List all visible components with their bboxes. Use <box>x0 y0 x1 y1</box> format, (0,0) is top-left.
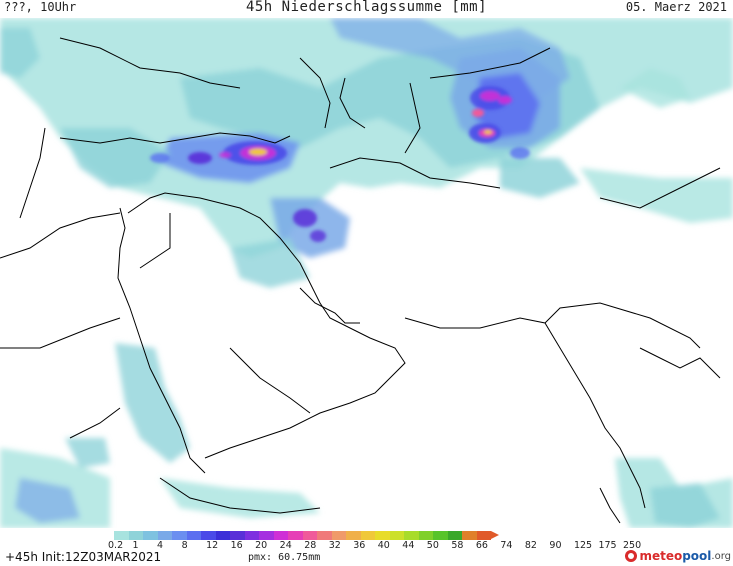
colorbar-tick-label: 20 <box>255 540 268 551</box>
colorbar-tick-label: 32 <box>328 540 341 551</box>
colorbar-swatch <box>476 531 491 540</box>
colorbar-swatch <box>288 531 303 540</box>
colorbar-swatch <box>389 531 404 540</box>
precipitation-map <box>0 18 733 528</box>
colorbar-tick-label: 28 <box>304 540 317 551</box>
colorbar-tick-label: 90 <box>549 540 562 551</box>
colorbar-tick-label: 36 <box>353 540 366 551</box>
colorbar-tick-label: 4 <box>157 540 164 551</box>
meteopool-logo-icon <box>625 550 638 562</box>
colorbar-ticks: 0.2 1 4 8 12 16 20 24 28 32 36 40 44 50 58 66 74 82 90 125 1… <box>108 540 648 552</box>
colorbar-swatch <box>331 531 346 540</box>
colorbar-legend <box>114 531 499 540</box>
colorbar-tick-label: 82 <box>524 540 537 551</box>
date-label: 05. Maerz 2021 <box>625 0 727 14</box>
colorbar-swatch <box>186 531 201 540</box>
colorbar-swatch <box>244 531 259 540</box>
colorbar-swatch <box>157 531 172 540</box>
colorbar-tick-label: 175 <box>598 540 617 551</box>
colorbar-swatch <box>273 531 288 540</box>
colorbar-tick-label: 8 <box>181 540 188 551</box>
colorbar-swatch <box>302 531 317 540</box>
colorbar-arrow <box>491 531 499 539</box>
meteopool-logo[interactable]: meteo pool .org <box>625 548 731 564</box>
colorbar-swatch <box>259 531 274 540</box>
coastlines <box>0 37 721 524</box>
pmx-label: pmx: 60.75mm <box>248 552 321 563</box>
colorbar-swatch <box>447 531 462 540</box>
colorbar-tick-label: 74 <box>500 540 513 551</box>
colorbar-tick-label: 16 <box>230 540 243 551</box>
logo-part2: pool <box>682 549 712 563</box>
map-title: 45h Niederschlagssumme [mm] <box>245 0 488 15</box>
colorbar-tick-label: 0.2 <box>108 540 124 551</box>
logo-part1: meteo <box>639 549 683 563</box>
colorbar-swatch <box>404 531 419 540</box>
colorbar-tick-label: 12 <box>206 540 219 551</box>
colorbar-tick-label: 1 <box>132 540 139 551</box>
colorbar-tick-label: 66 <box>475 540 488 551</box>
colorbar-tick-label: 50 <box>426 540 439 551</box>
colorbar-tick-label: 58 <box>451 540 464 551</box>
colorbar-swatch <box>215 531 230 540</box>
colorbar-swatch <box>201 531 216 540</box>
colorbar-tick-label: 40 <box>377 540 390 551</box>
footer: 0.2 1 4 8 12 16 20 24 28 32 36 40 44 50 58 66 74 82 90 125 1… <box>0 528 733 566</box>
colorbar-swatch <box>317 531 332 540</box>
colorbar-swatch <box>360 531 375 540</box>
colorbar-swatch <box>375 531 390 540</box>
precipitation-field <box>0 18 733 528</box>
colorbar-swatch <box>128 531 143 540</box>
colorbar-tick-label: 44 <box>402 540 415 551</box>
colorbar-tick-label: 125 <box>573 540 593 551</box>
colorbar-swatch <box>418 531 433 540</box>
colorbar-swatch <box>143 531 158 540</box>
colorbar-swatch <box>172 531 187 540</box>
colorbar-swatch <box>346 531 361 540</box>
colorbar-swatch <box>230 531 245 540</box>
day-time-label: ???, 10Uhr <box>4 0 77 14</box>
colorbar-tick-label: 250 <box>623 540 642 551</box>
logo-part3: .org <box>711 550 731 562</box>
colorbar-swatch <box>462 531 477 540</box>
colorbar-swatch <box>114 531 129 540</box>
init-label: +45h Init:12Z03MAR2021 <box>5 550 162 564</box>
precipitation-hotspots <box>150 86 530 242</box>
colorbar-tick-label: 24 <box>279 540 292 551</box>
header-bar: ???, 10Uhr 45h Niederschlagssumme [mm] 0… <box>0 0 733 18</box>
colorbar-swatch <box>433 531 448 540</box>
